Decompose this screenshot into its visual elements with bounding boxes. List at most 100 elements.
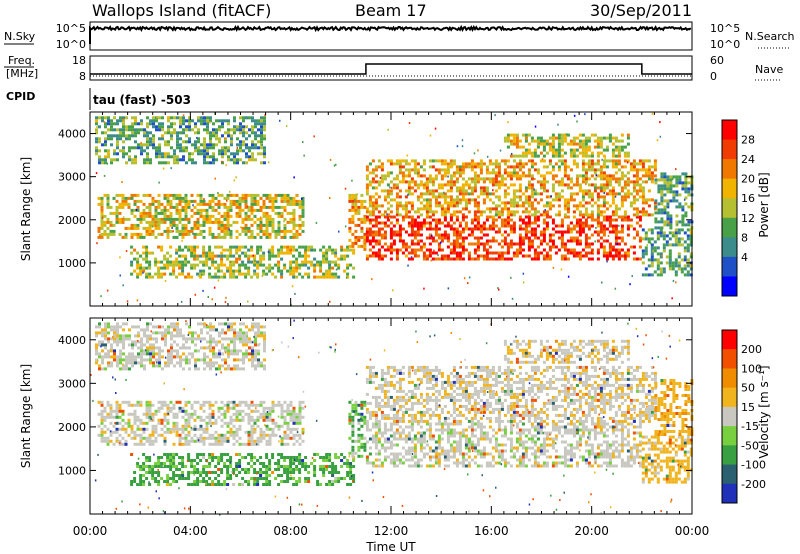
data-cell-band-5: [518, 162, 522, 166]
data-cell-band-2: [211, 260, 215, 264]
data-cell-band-1: [100, 217, 104, 221]
data-cell-band-6: [578, 151, 582, 155]
data-cell-band-0: [254, 331, 257, 335]
data-cell-band-5: [605, 159, 609, 163]
data-cell-band-2: [262, 251, 266, 255]
data-cell-band-5: [434, 210, 438, 214]
noise-cell: [126, 300, 129, 303]
data-cell-band-1: [160, 403, 164, 407]
data-cell-band-4: [530, 245, 534, 249]
data-cell-band-5: [617, 192, 621, 196]
data-cell-band-0: [212, 146, 215, 150]
data-cell-band-8: [657, 220, 661, 224]
data-cell-band-8: [681, 220, 685, 224]
data-cell-band-1: [139, 220, 143, 224]
noise-cell: [650, 242, 652, 245]
data-cell-band-0: [197, 146, 200, 150]
data-cell-band-5: [503, 195, 507, 199]
data-cell-band-4: [620, 236, 624, 240]
data-cell-band-1: [205, 214, 209, 218]
data-cell-band-5: [632, 183, 636, 187]
noise-cell: [125, 250, 128, 252]
data-cell-band-4: [482, 224, 486, 228]
data-cell-band-4: [536, 254, 540, 258]
data-cell-band-0: [218, 152, 221, 156]
data-cell-band-0: [113, 352, 116, 356]
data-cell-band-0: [263, 358, 266, 362]
data-cell-band-6: [623, 154, 627, 158]
noise-cell: [279, 119, 281, 122]
data-cell-band-2: [202, 269, 206, 273]
data-cell-band-1: [277, 211, 281, 215]
data-cell-band-0: [152, 134, 155, 138]
data-cell-band-5: [392, 177, 396, 181]
data-cell-band-1: [295, 223, 299, 227]
data-cell-band-5: [611, 198, 615, 202]
data-cell-band-2: [223, 272, 227, 276]
data-cell-band-0: [200, 337, 203, 341]
data-cell-band-7: [683, 246, 687, 250]
data-cell-band-4: [383, 215, 387, 219]
data-cell-band-5: [473, 204, 477, 208]
data-cell-band-0: [206, 146, 209, 150]
data-cell-band-8: [675, 181, 679, 185]
data-cell-band-3: [351, 220, 355, 224]
data-cell-band-1: [199, 403, 203, 407]
noise-cell: [456, 145, 459, 148]
data-cell-band-1: [268, 193, 272, 197]
data-cell-band-1: [169, 214, 173, 218]
data-cell-band-2: [193, 254, 197, 258]
data-cell-band-4: [590, 218, 594, 222]
data-cell-band-4: [545, 224, 549, 228]
data-cell-band-0: [149, 140, 152, 144]
data-cell-band-0: [107, 352, 110, 356]
data-cell-band-5: [389, 192, 393, 196]
data-cell-band-0: [158, 146, 161, 150]
data-cell-band-1: [238, 211, 242, 215]
data-cell-band-0: [182, 131, 185, 135]
data-cell-band-1: [121, 412, 125, 416]
data-cell-band-4: [488, 257, 492, 261]
data-cell-band-6: [581, 148, 585, 152]
data-cell-band-0: [134, 325, 137, 329]
data-cell-band-8: [687, 193, 691, 197]
noise-cell: [408, 122, 411, 124]
data-cell-band-0: [218, 125, 221, 129]
data-cell-band-2: [262, 269, 266, 273]
data-cell-band-0: [254, 134, 257, 138]
data-cell-band-5: [647, 174, 651, 178]
data-cell-band-5: [611, 189, 615, 193]
data-cell-band-7: [674, 264, 678, 268]
data-cell-band-0: [95, 331, 98, 335]
data-cell-band-1: [292, 217, 296, 221]
data-cell-band-0: [188, 119, 191, 123]
data-cell-band-1: [169, 229, 173, 233]
data-cell-band-2: [157, 269, 161, 273]
data-cell-band-4: [626, 251, 630, 255]
data-cell-band-1: [301, 196, 305, 200]
data-cell-band-1: [274, 211, 278, 215]
data-cell-band-0: [98, 364, 101, 368]
data-cell-band-0: [230, 128, 233, 132]
data-cell-band-4: [401, 251, 405, 255]
freq-trace: [90, 63, 692, 75]
data-cell-band-0: [113, 149, 116, 153]
data-cell-band-1: [277, 220, 281, 224]
data-cell-band-5: [461, 207, 465, 211]
data-cell-band-1: [259, 217, 263, 221]
data-cell-band-5: [440, 210, 444, 214]
data-cell-band-2: [322, 245, 326, 249]
data-cell-band-8: [669, 190, 673, 194]
data-cell-band-2: [337, 263, 341, 267]
data-cell-band-2: [154, 263, 158, 267]
noise-cell: [550, 195, 552, 198]
data-cell-band-0: [242, 125, 245, 129]
data-cell-band-5: [407, 183, 411, 187]
data-cell-band-4: [563, 257, 567, 261]
data-cell-band-0: [260, 119, 263, 123]
data-cell-band-5: [485, 207, 489, 211]
data-cell-band-5: [371, 159, 375, 163]
data-cell-band-0: [260, 361, 263, 365]
data-cell-band-5: [395, 195, 399, 199]
data-cell-band-5: [590, 195, 594, 199]
